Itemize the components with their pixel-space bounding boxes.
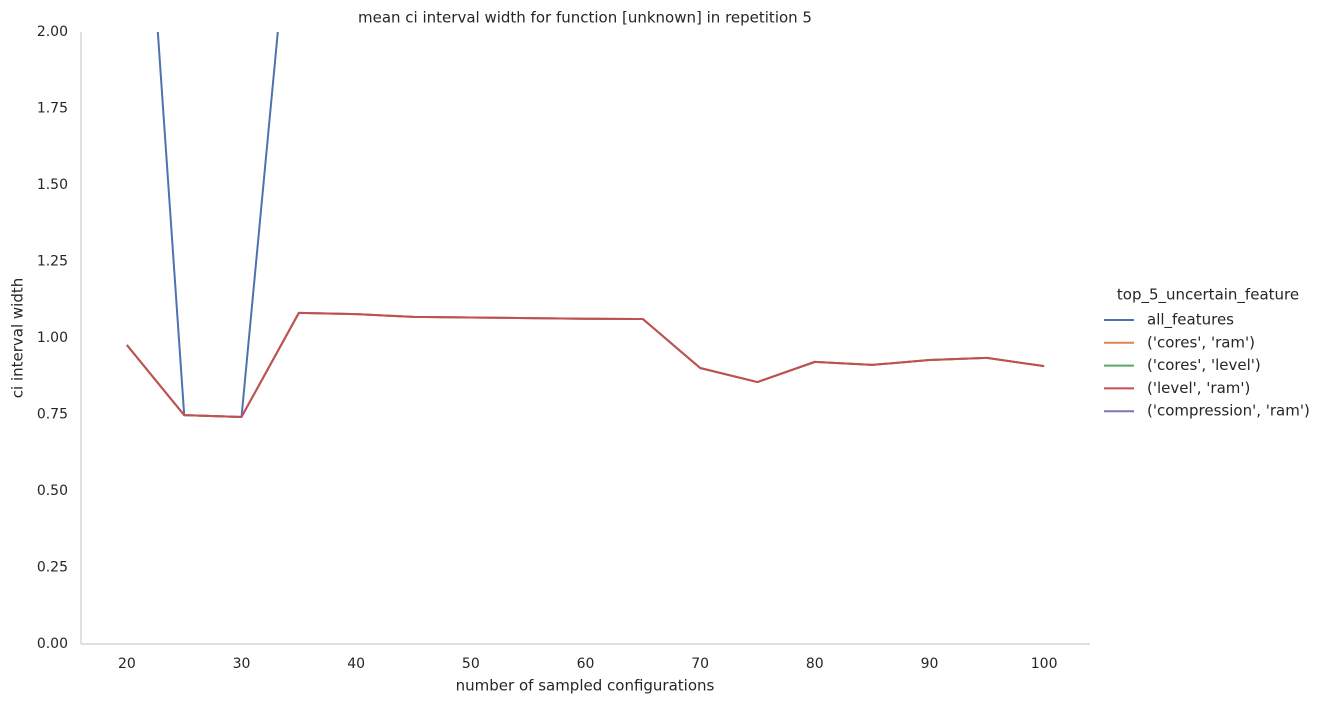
series-line — [126, 311, 1045, 418]
chart-title: mean ci interval width for function [unk… — [358, 9, 812, 27]
y-tick-label: 0.75 — [37, 407, 68, 423]
x-tick-label: 100 — [1031, 656, 1058, 672]
x-tick-label: 60 — [577, 656, 595, 672]
y-tick-label: 0.50 — [37, 483, 68, 499]
x-tick-label: 50 — [462, 656, 480, 672]
y-tick-label: 0.25 — [37, 560, 68, 576]
series-line — [126, 311, 1045, 418]
y-tick-label: 1.25 — [37, 254, 68, 270]
legend-title: top_5_uncertain_feature — [1117, 286, 1299, 305]
y-axis-label: ci interval width — [9, 278, 27, 398]
legend-label: ('cores', 'ram') — [1147, 333, 1255, 351]
x-tick-label: 90 — [921, 656, 939, 672]
legend-label: ('cores', 'level') — [1147, 356, 1261, 374]
x-tick-label: 40 — [347, 656, 365, 672]
x-tick-label: 30 — [233, 656, 251, 672]
y-tick-label: 1.50 — [37, 177, 68, 193]
x-tick-label: 70 — [691, 656, 709, 672]
y-tick-label: 2.00 — [37, 24, 68, 40]
y-tick-label: 0.00 — [37, 636, 68, 652]
x-axis-label: number of sampled configurations — [456, 677, 715, 695]
legend-label: all_features — [1147, 311, 1234, 330]
series-line — [126, 311, 1045, 418]
legend-label: ('level', 'ram') — [1147, 379, 1250, 397]
x-tick-label: 20 — [118, 656, 136, 672]
legend-label: ('compression', 'ram') — [1147, 402, 1310, 420]
x-tick-label: 80 — [806, 656, 824, 672]
y-tick-label: 1.00 — [37, 330, 68, 346]
y-tick-label: 1.75 — [37, 101, 68, 117]
series-line — [156, 32, 279, 418]
